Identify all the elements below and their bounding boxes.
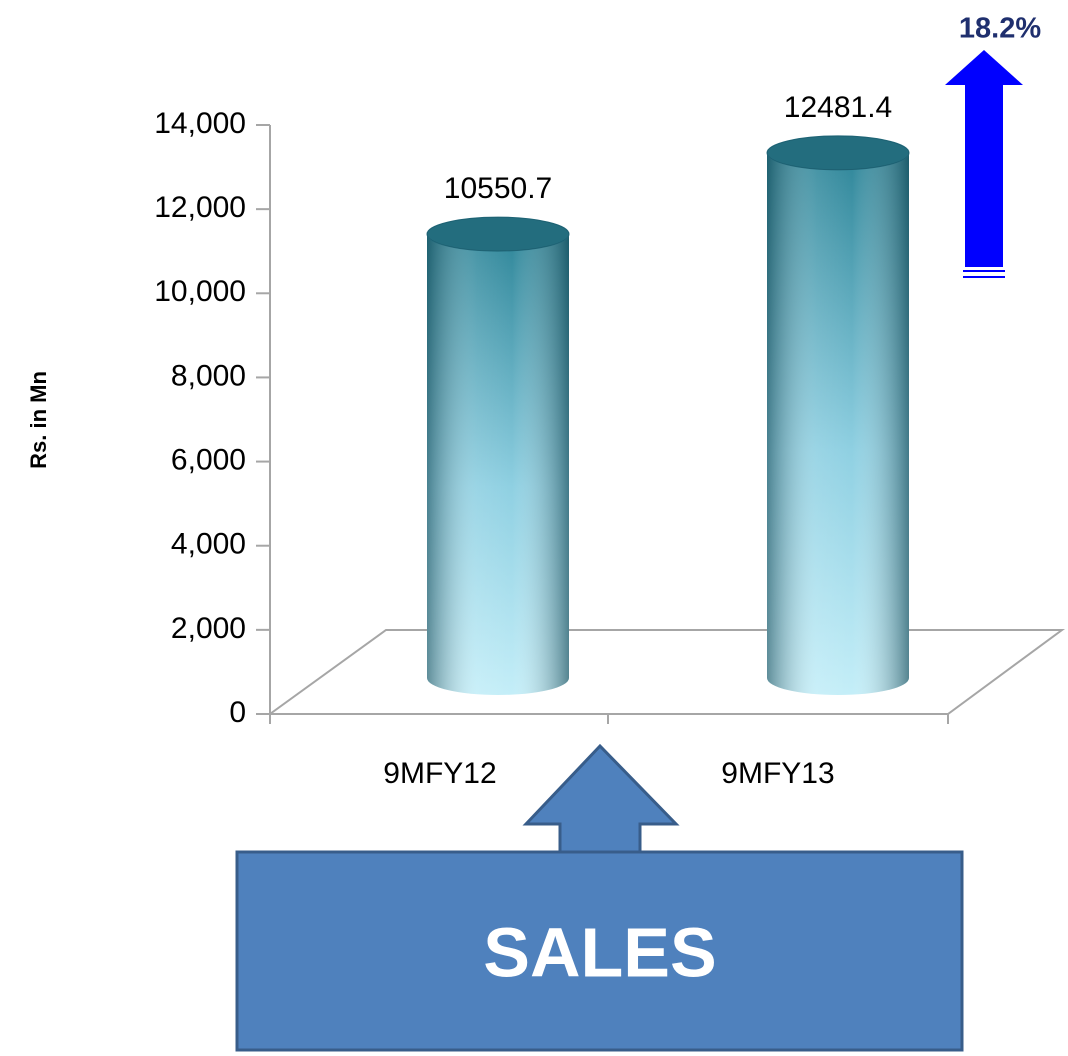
value-label: 12481.4 — [784, 91, 892, 124]
growth-label: 18.2% — [959, 13, 1041, 45]
y-tick-label: 8,000 — [171, 359, 246, 392]
y-tick-label: 2,000 — [171, 612, 246, 645]
x-tick-label: 9MFY12 — [383, 757, 496, 790]
y-tick-label: 10,000 — [154, 275, 246, 308]
cylinder-shade — [427, 234, 569, 695]
cylinder-top — [426, 216, 570, 252]
cylinder-shade — [767, 152, 909, 696]
cylinder-top — [766, 135, 910, 171]
callout-arrow — [522, 743, 680, 855]
y-tick-label: 4,000 — [171, 528, 246, 561]
value-label: 10550.7 — [444, 172, 552, 205]
cylinder-top-shade — [767, 135, 909, 170]
cylinder-top-shade — [427, 217, 569, 252]
callout-box — [235, 850, 964, 1052]
y-axis-title: Rs. in Mn — [26, 371, 51, 469]
callout-text: SALES — [483, 913, 716, 991]
y-tick-label: 12,000 — [154, 191, 246, 224]
x-tick-label: 9MFY13 — [721, 757, 834, 790]
y-tick-label: 6,000 — [171, 443, 246, 476]
floor — [266, 629, 1066, 715]
growth-arrow — [945, 50, 1023, 278]
y-tick-label: 0 — [229, 696, 246, 729]
y-tick-label: 14,000 — [154, 107, 246, 140]
